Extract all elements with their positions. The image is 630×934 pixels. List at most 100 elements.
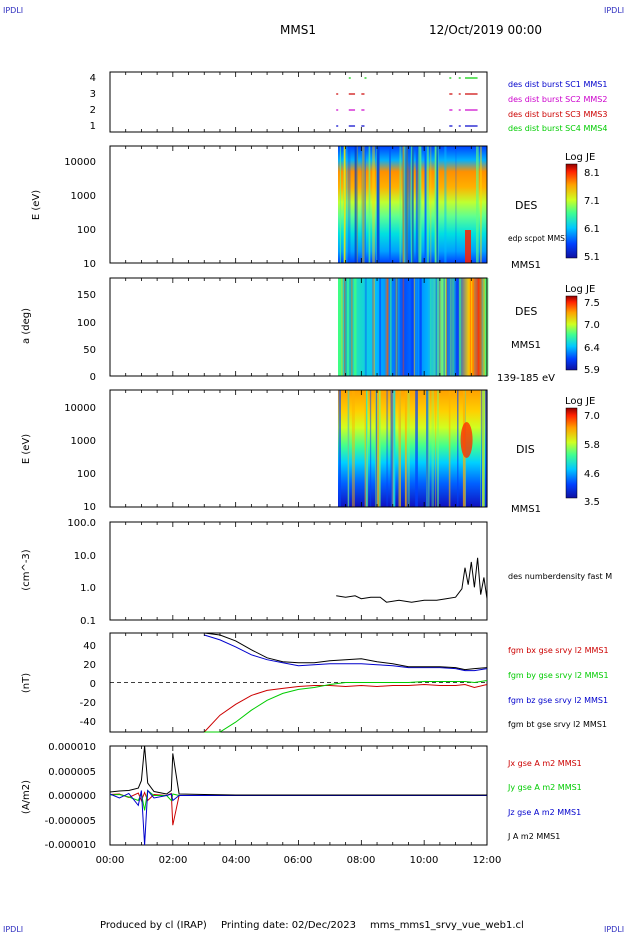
dis-energy-stripes-stripe-39 xyxy=(390,390,393,507)
des-pitch-ytick-100: 100 xyxy=(77,318,96,329)
dis-energy-ytick-100: 100 xyxy=(77,469,96,480)
des-pitch-stripes-stripe-39 xyxy=(385,278,389,376)
density-series xyxy=(336,557,488,603)
time-label-0200: 02:00 xyxy=(159,855,188,866)
density-ytick-0.1: 0.1 xyxy=(80,616,96,627)
des-pitch-cbar-tick-1: 7.5 xyxy=(584,298,600,309)
des-pitch-energy-label: 139-185 eV xyxy=(497,373,555,384)
dis-energy-stripes-stripe-28 xyxy=(392,390,395,507)
corner-label-tl: IPDLI xyxy=(3,6,23,15)
current-series xyxy=(109,745,487,846)
des-energy-stripes-stripe-10 xyxy=(389,146,391,263)
des-pitch-stripes-stripe-2 xyxy=(397,278,400,376)
bfield-legend-bx: fgm bx gse srvy l2 MMS1 xyxy=(508,646,609,655)
des-pitch-panel: a (deg) 150 100 50 0 DES MMS1 139-185 eV… xyxy=(21,277,600,384)
des-pitch-stripes-stripe-6 xyxy=(351,278,353,376)
des-pitch-stripes-stripe-36 xyxy=(396,278,399,376)
des-energy-stripes-stripe-13 xyxy=(356,146,358,263)
des-pitch-stripes-stripe-57 xyxy=(402,278,405,376)
bfield-ytick-0: 0 xyxy=(90,679,96,690)
dis-energy-stripes-stripe-22 xyxy=(377,390,379,507)
des-pitch-stripes-stripe-55 xyxy=(372,278,375,376)
des-pitch-ylabel: a (deg) xyxy=(21,308,32,344)
des-energy-stripes-stripe-26 xyxy=(339,146,341,263)
des-energy-stripes-stripe-25 xyxy=(355,146,358,263)
des-pitch-name: DES xyxy=(515,305,537,318)
des-pitch-stripes-stripe-28 xyxy=(438,278,441,376)
des-pitch-stripes-stripe-58 xyxy=(454,278,456,376)
current-ytick-1: 0.000010 xyxy=(48,742,96,753)
des-pitch-stripes-stripe-35 xyxy=(430,278,432,376)
des-energy-cbar-tick-1: 8.1 xyxy=(584,168,600,179)
density-line xyxy=(336,557,488,603)
dis-energy-stripes-stripe-14 xyxy=(347,390,349,507)
dis-energy-ylabel: E (eV) xyxy=(21,434,32,464)
des-pitch-stripes-stripe-40 xyxy=(481,278,484,376)
dis-energy-cbar-tick-2: 5.8 xyxy=(584,440,600,451)
bfield-legend-bt: fgm bt gse srvy l2 MMS1 xyxy=(508,720,607,729)
density-ylabel: (cm^-3) xyxy=(21,549,32,590)
des-energy-stripes-stripe-34 xyxy=(408,146,410,263)
des-energy-name: DES xyxy=(515,199,537,212)
bfield-line-bz xyxy=(204,634,488,672)
corner-label-tr: IPDLI xyxy=(604,6,624,15)
dis-energy-stripes-stripe-25 xyxy=(480,390,481,507)
des-energy-stripes-stripe-22 xyxy=(376,146,380,263)
des-pitch-cbar-tick-4: 5.9 xyxy=(584,365,600,376)
des-pitch-stripes-stripe-10 xyxy=(483,278,484,376)
time-label-0000: 00:00 xyxy=(96,855,125,866)
dis-energy-ytick-10000: 10000 xyxy=(64,403,96,414)
dis-energy-stripes-stripe-24 xyxy=(366,390,368,507)
dis-energy-stripes-stripe-7 xyxy=(435,390,437,507)
des-energy-cbar-tick-3: 6.1 xyxy=(584,224,600,235)
des-pitch-stripes-stripe-38 xyxy=(353,278,356,376)
dis-energy-name: DIS xyxy=(516,443,535,456)
figure-title: MMS1 xyxy=(280,23,316,37)
corner-label-bl: IPDLI xyxy=(3,925,23,934)
corner-label-br: IPDLI xyxy=(604,925,624,934)
des-pitch-ytick-0: 0 xyxy=(90,372,96,383)
des-pitch-stripes-stripe-46 xyxy=(344,278,346,376)
des-pitch-stripes-stripe-14 xyxy=(372,278,374,376)
footer-printing-date: Printing date: 02/Dec/2023 xyxy=(221,920,356,931)
dis-energy-stripes-stripe-9 xyxy=(386,390,389,507)
des-pitch-stripes-stripe-3 xyxy=(351,278,354,376)
des-pitch-stripes-stripe-54 xyxy=(447,278,450,376)
des-pitch-stripes-stripe-50 xyxy=(411,278,415,376)
des-pitch-stripes-stripe-25 xyxy=(485,278,488,376)
des-energy-stripes-stripe-40 xyxy=(415,146,418,263)
des-pitch-stripes-stripe-9 xyxy=(396,278,398,376)
dis-energy-stripes-stripe-12 xyxy=(457,390,459,507)
current-legend-j: J A m2 MMS1 xyxy=(507,832,560,841)
des-energy-cbar-tick-2: 7.1 xyxy=(584,196,600,207)
des-pitch-cbar-tick-2: 7.0 xyxy=(584,320,600,331)
des-energy-stripes-stripe-21 xyxy=(368,146,371,263)
des-energy-hotspot xyxy=(465,230,472,263)
des-pitch-stripes-stripe-4 xyxy=(386,278,388,376)
current-legend-jx: Jx gse A m2 MMS1 xyxy=(507,759,582,768)
bfield-frame xyxy=(109,632,488,733)
dis-energy-stripes-stripe-32 xyxy=(415,390,418,507)
des-energy-panel: E (eV) 10000 1000 100 10 DES edp scpot M… xyxy=(31,145,600,271)
des-energy-stripes-stripe-5 xyxy=(362,146,364,263)
current-ytick-4: -0.000005 xyxy=(45,816,96,827)
des-energy-stripes-stripe-45 xyxy=(402,146,404,263)
des-pitch-stripes-stripe-26 xyxy=(474,278,476,376)
dis-energy-stripes-stripe-15 xyxy=(404,390,407,507)
dis-energy-stripes-stripe-20 xyxy=(426,390,428,507)
des-pitch-stripes-stripe-41 xyxy=(439,278,441,376)
des-pitch-stripes-stripe-20 xyxy=(476,278,478,376)
bfield-panel: (nT) 40 20 0 -20 -40 fgm bx gse srvy l2 … xyxy=(21,632,609,733)
dis-energy-stripes-stripe-21 xyxy=(485,390,488,507)
dis-energy-cbar-tick-1: 7.0 xyxy=(584,411,600,422)
density-ytick-10: 10.0 xyxy=(74,551,96,562)
des-pitch-stripes-stripe-56 xyxy=(482,278,486,376)
dis-energy-panel: E (eV) 10000 1000 100 10 DIS MMS1 Log JE… xyxy=(21,389,600,515)
footer-produced-by: Produced by cl (IRAP) xyxy=(100,920,207,931)
current-ytick-2: 0.000005 xyxy=(48,767,96,778)
current-ylabel: (A/m2) xyxy=(21,780,32,814)
dis-energy-stripes-stripe-35 xyxy=(398,390,401,507)
density-ytick-1: 1.0 xyxy=(80,583,96,594)
dis-energy-stripes-stripe-33 xyxy=(427,390,430,507)
